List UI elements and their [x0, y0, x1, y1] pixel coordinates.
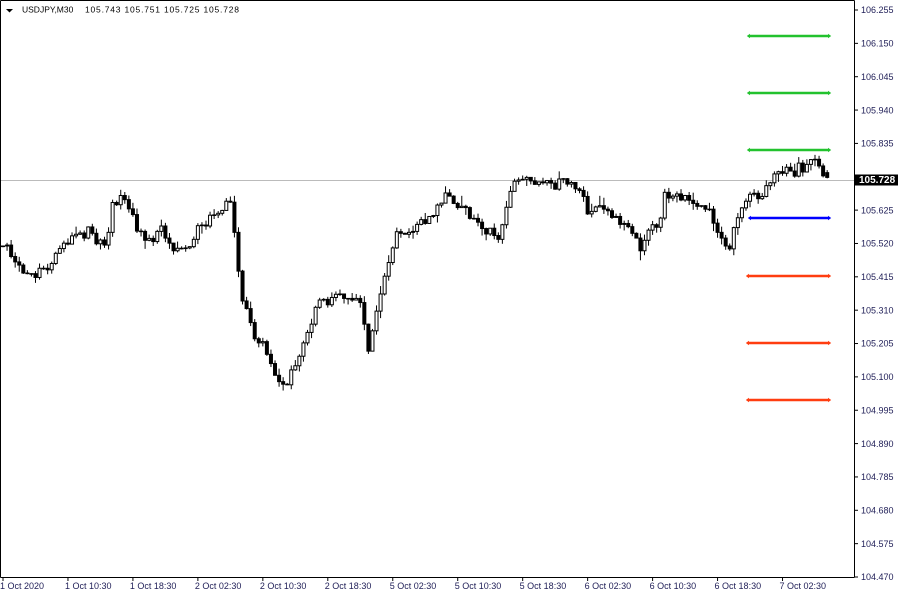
- svg-text:104.680: 104.680: [861, 505, 894, 515]
- svg-text:105.940: 105.940: [861, 105, 894, 115]
- svg-text:104.995: 104.995: [861, 405, 894, 415]
- svg-text:7 Oct 02:30: 7 Oct 02:30: [780, 581, 827, 591]
- svg-text:105.100: 105.100: [861, 372, 894, 382]
- svg-text:1 Oct 2020: 1 Oct 2020: [0, 581, 44, 591]
- svg-text:105.310: 105.310: [861, 305, 894, 315]
- svg-text:104.575: 104.575: [861, 539, 894, 549]
- svg-text:6 Oct 02:30: 6 Oct 02:30: [585, 581, 632, 591]
- svg-text:2 Oct 18:30: 2 Oct 18:30: [325, 581, 372, 591]
- svg-text:6 Oct 10:30: 6 Oct 10:30: [650, 581, 697, 591]
- svg-text:105.835: 105.835: [861, 139, 894, 149]
- svg-text:105.728: 105.728: [859, 175, 896, 186]
- svg-text:USDJPY,M30: USDJPY,M30: [22, 5, 74, 15]
- svg-text:2 Oct 02:30: 2 Oct 02:30: [195, 581, 242, 591]
- svg-text:106.150: 106.150: [861, 39, 894, 49]
- svg-text:6 Oct 18:30: 6 Oct 18:30: [715, 581, 762, 591]
- svg-text:105.625: 105.625: [861, 205, 894, 215]
- svg-text:104.470: 104.470: [861, 572, 894, 582]
- svg-text:105.743 105.751 105.725 105.72: 105.743 105.751 105.725 105.728: [85, 5, 240, 15]
- svg-text:105.415: 105.415: [861, 272, 894, 282]
- svg-text:104.890: 104.890: [861, 439, 894, 449]
- svg-text:1 Oct 18:30: 1 Oct 18:30: [130, 581, 177, 591]
- svg-text:104.785: 104.785: [861, 472, 894, 482]
- svg-text:5 Oct 18:30: 5 Oct 18:30: [520, 581, 567, 591]
- svg-text:106.045: 106.045: [861, 72, 894, 82]
- svg-text:105.520: 105.520: [861, 239, 894, 249]
- svg-text:106.255: 106.255: [861, 5, 894, 15]
- svg-text:5 Oct 10:30: 5 Oct 10:30: [455, 581, 502, 591]
- svg-text:2 Oct 10:30: 2 Oct 10:30: [260, 581, 307, 591]
- svg-text:105.205: 105.205: [861, 339, 894, 349]
- svg-text:5 Oct 02:30: 5 Oct 02:30: [390, 581, 437, 591]
- svg-text:1 Oct 10:30: 1 Oct 10:30: [65, 581, 112, 591]
